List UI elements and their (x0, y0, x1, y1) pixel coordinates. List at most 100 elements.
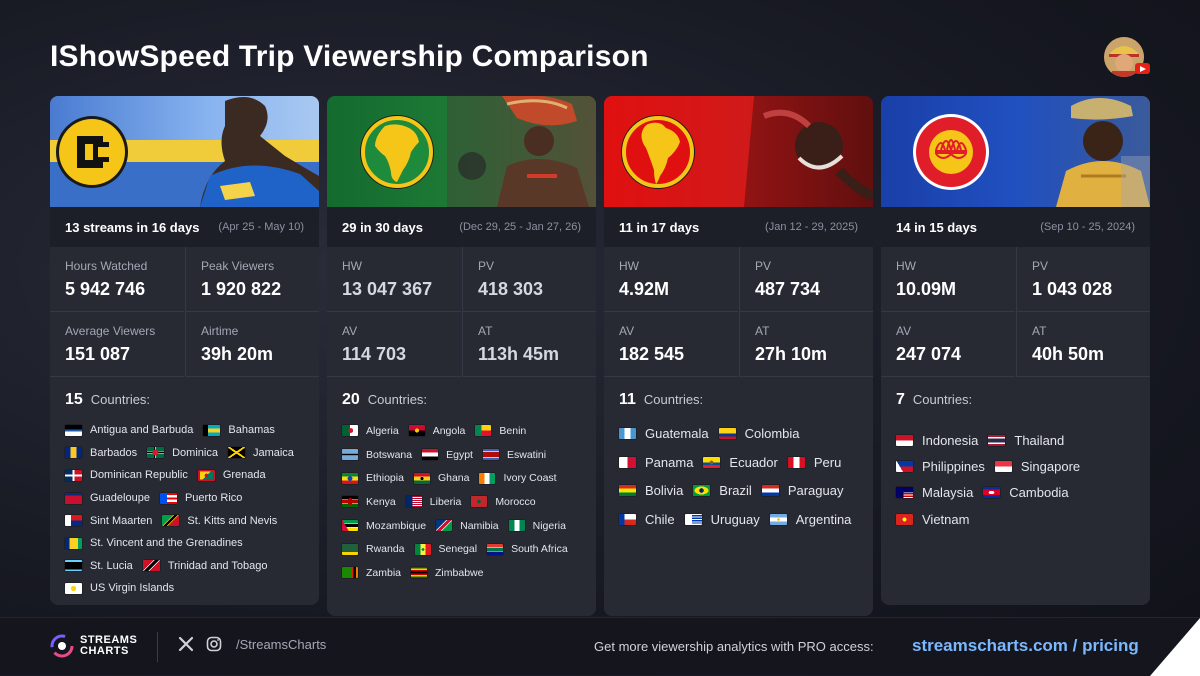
grenada-flag-icon (197, 469, 215, 481)
country-name: Philippines (922, 458, 985, 474)
card-south-america: 11 in 17 days (Jan 12 - 29, 2025) HW 4.9… (604, 96, 873, 616)
usvi-flag-icon (65, 582, 82, 594)
country-item: St. Vincent and the Grenadines (65, 532, 243, 555)
thailand-flag-icon (988, 434, 1006, 446)
country-name: Zambia (366, 566, 402, 579)
stat-value: 418 303 (478, 279, 544, 299)
country-name: Zimbabwe (435, 566, 484, 579)
social-handle[interactable]: /StreamsCharts (236, 636, 327, 652)
peru-flag-icon (787, 456, 805, 468)
country-name: Guatemala (645, 425, 709, 441)
countries-count: 11 (619, 391, 636, 408)
stat-value: 182 545 (619, 344, 685, 364)
paraguay-flag-icon (761, 485, 779, 497)
country-item: Jamaica (227, 442, 294, 465)
stat-peak-viewers: Peak Viewers 1 920 822 (185, 247, 319, 312)
dominican-flag-icon (65, 469, 82, 481)
country-item: Nigeria (508, 514, 566, 538)
country-list: Guatemala Colombia Panama Ecuador Peru Bolivi… (619, 419, 864, 534)
country-name: Dominica (172, 446, 218, 459)
avatar[interactable] (1104, 37, 1144, 77)
country-item: Argentina (769, 505, 851, 534)
stat-value: 113h 45m (478, 344, 560, 364)
country-name: Jamaica (252, 446, 294, 459)
ghana-flag-icon (413, 472, 430, 484)
botswana-flag-icon (342, 449, 358, 461)
summary-text: 29 in 30 days (342, 219, 423, 235)
stat-label: AV (896, 324, 912, 338)
country-item: Trinidad and Tobago (142, 555, 268, 578)
country-item: Bolivia (619, 477, 683, 506)
stat-av: AV 182 545 (604, 312, 738, 377)
country-item: Colombia (718, 419, 800, 448)
country-item: Egypt (422, 443, 473, 467)
banner-caribbean (50, 96, 319, 207)
stat-label: AV (342, 324, 358, 338)
country-name: Puerto Rico (184, 492, 243, 505)
summary-text: 11 in 17 days (619, 219, 700, 235)
country-name: Uruguay (710, 512, 760, 528)
stat-value: 40h 50m (1032, 344, 1105, 364)
card-africa: 29 in 30 days (Dec 29, 25 - Jan 27, 26) … (327, 96, 596, 616)
colombia-flag-icon (718, 427, 736, 439)
guadeloupe-flag-icon (65, 492, 82, 504)
namibia-flag-icon (436, 520, 453, 532)
summary-text: 14 in 15 days (896, 219, 977, 235)
stat-label: PV (478, 259, 495, 273)
country-item: Kenya (342, 490, 396, 514)
philippines-flag-icon (896, 460, 913, 472)
stat-value: 487 734 (755, 279, 821, 299)
barbados-flag-icon (65, 447, 82, 459)
countries-heading: 15 Countries: (65, 391, 150, 409)
brand-logo[interactable]: STREAMS CHARTS (50, 634, 137, 658)
country-name: Indonesia (922, 432, 979, 448)
country-item: Sint Maarten (65, 509, 152, 532)
country-item: Vietnam (896, 506, 969, 532)
country-item: Ecuador (703, 448, 778, 477)
zambia-flag-icon (342, 567, 358, 579)
pricing-link[interactable]: streamscharts.com / pricing (912, 636, 1139, 655)
divider (157, 632, 158, 662)
countries-label: Countries: (912, 392, 973, 407)
page-title: IShowSpeed Trip Viewership Comparison (50, 40, 649, 73)
uruguay-flag-icon (684, 514, 702, 526)
country-item: Paraguay (761, 477, 843, 506)
ivorycoast-flag-icon (479, 472, 496, 484)
country-item: US Virgin Islands (65, 577, 174, 600)
country-name: St. Kitts and Nevis (187, 514, 278, 527)
country-item: Ethiopia (342, 466, 404, 490)
country-item: Uruguay (684, 505, 760, 534)
country-name: Kenya (366, 495, 396, 508)
stat-value: 151 087 (65, 344, 131, 364)
country-name: Senegal (438, 543, 478, 556)
algeria-flag-icon (342, 425, 358, 437)
country-name: Angola (432, 424, 466, 437)
eswatini-flag-icon (482, 449, 499, 461)
country-name: Morocco (495, 495, 536, 508)
benin-flag-icon (475, 425, 492, 437)
country-item: Guadeloupe (65, 487, 150, 510)
country-name: US Virgin Islands (90, 582, 175, 595)
country-item: South Africa (487, 537, 568, 561)
dominica-flag-icon (147, 447, 165, 459)
instagram-icon[interactable] (206, 636, 222, 652)
stats-grid: HW 4.92M PV 487 734 AV 182 545 AT 27h 10… (604, 247, 873, 377)
x-icon[interactable] (178, 636, 194, 652)
date-range: (Apr 25 - May 10) (218, 221, 304, 233)
stat-hw: HW 13 047 367 (327, 247, 461, 312)
stats-grid: HW 10.09M PV 1 043 028 AV 247 074 AT 40h… (881, 247, 1150, 377)
banner-africa (327, 96, 596, 207)
countries-count: 20 (342, 391, 360, 408)
sintmaarten-flag-icon (65, 515, 82, 527)
stat-label: AT (755, 324, 770, 338)
stat-at: AT 113h 45m (462, 312, 596, 377)
countries-label: Countries: (367, 392, 428, 407)
country-item: Rwanda (342, 537, 405, 561)
country-name: Benin (499, 424, 527, 437)
country-name: Thailand (1014, 432, 1065, 448)
stats-grid: Hours Watched 5 942 746 Peak Viewers 1 9… (50, 247, 319, 377)
stat-label: Peak Viewers (201, 259, 275, 273)
date-range: (Sep 10 - 25, 2024) (1040, 221, 1135, 233)
country-item: Barbados (65, 442, 137, 465)
stat-av: AV 247 074 (881, 312, 1015, 377)
